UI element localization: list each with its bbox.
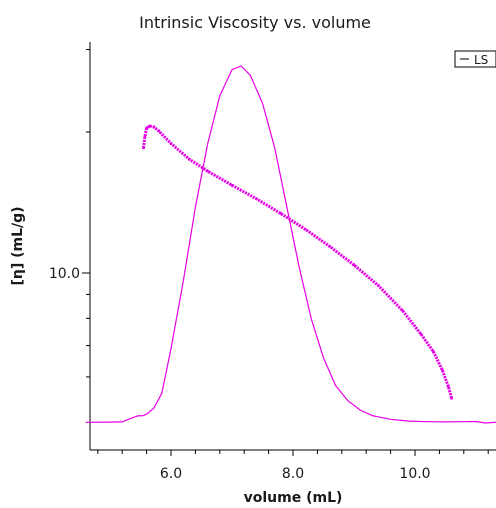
viscosity-point [143,135,146,139]
legend: LS [454,50,496,68]
series-ls-trace [85,65,496,424]
viscosity-point [169,142,173,145]
x-ticks: 6.0 8.0 10.0 [160,450,431,482]
y-ticks: 10.0 [49,266,90,282]
viscosity-point [450,397,453,400]
viscosity-point [152,125,156,129]
viscosity-point [148,124,151,128]
series-intrinsic-viscosity [142,124,454,399]
legend-box [454,50,496,68]
x-tick-label: 10.0 [399,466,430,482]
viscosity-point [188,157,191,161]
viscosity-point [419,333,423,336]
viscosity-point [142,146,145,150]
x-minor-ticks [97,450,489,454]
viscosity-point [401,309,404,313]
y-axis-label: [η] (mL/g) [10,206,26,285]
viscosity-point [255,197,258,201]
x-axis-label: volume (mL) [244,490,343,506]
chart-title: Intrinsic Viscosity vs. volume [139,13,371,32]
legend-entry-ls: LS [474,53,488,67]
viscosity-point [432,350,435,353]
x-tick-label: 6.0 [160,466,182,482]
y-minor-ticks [86,49,90,378]
viscosity-point [447,386,450,389]
viscosity-point [206,169,209,173]
viscosity-point [279,212,282,215]
plot-area [85,65,496,424]
viscosity-point [441,369,444,372]
x-tick-label: 8.0 [282,466,304,482]
viscosity-point [352,263,356,267]
viscosity-point [328,245,331,248]
viscosity-point [230,183,234,187]
viscosity-point [157,129,160,133]
viscosity-point [145,126,148,130]
viscosity-point [304,228,307,231]
viscosity-point [377,284,380,287]
y-tick-label: 10.0 [49,266,80,282]
